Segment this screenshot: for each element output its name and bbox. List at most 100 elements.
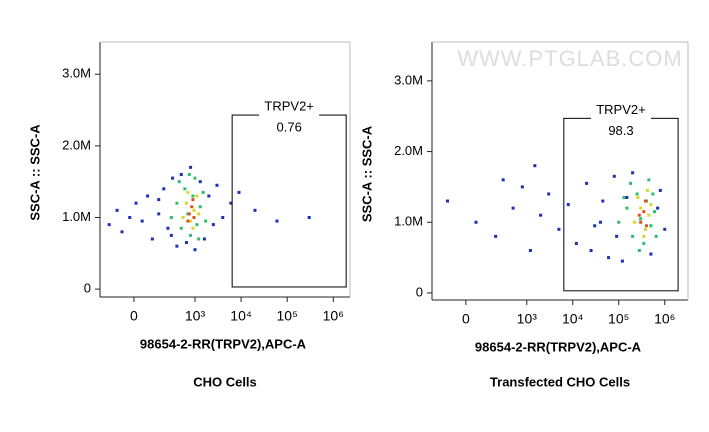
event-point [658, 188, 662, 192]
event-point [215, 183, 219, 187]
event-point [211, 223, 215, 227]
y-tick-label: 1.0M [394, 214, 423, 229]
event-point [189, 233, 193, 237]
event-point [175, 244, 179, 248]
event-point [307, 215, 311, 219]
event-point [204, 219, 208, 223]
event-point [186, 190, 190, 194]
event-point [162, 187, 166, 191]
event-point [617, 220, 621, 224]
event-point [192, 215, 196, 219]
y-tick-label: 0 [416, 284, 423, 299]
event-point [628, 181, 632, 185]
event-point [607, 256, 611, 260]
event-point [184, 241, 188, 245]
x-tick-label: 10⁵ [608, 311, 629, 327]
gate-value: 0.76 [277, 119, 302, 134]
event-point [601, 199, 605, 203]
event-point [191, 198, 195, 202]
event-point [474, 220, 478, 224]
event-point [189, 165, 193, 169]
event-point [140, 219, 144, 223]
event-point [198, 180, 202, 184]
event-point [653, 210, 657, 214]
event-point [197, 212, 201, 216]
event-point [639, 217, 643, 221]
y-axis-label: SSC-A :: SSC-A [27, 124, 42, 221]
event-point [625, 206, 629, 210]
gate-name: TRPV2+ [264, 98, 314, 113]
event-point [636, 196, 640, 200]
x-tick-label: 10⁶ [323, 308, 344, 324]
event-point [647, 213, 651, 217]
event-point [557, 227, 561, 231]
event-point [175, 201, 179, 205]
event-point [193, 176, 197, 180]
event-point [620, 259, 624, 263]
event-point [171, 176, 175, 180]
x-tick-label: 10⁴ [230, 308, 252, 324]
event-point [631, 171, 635, 175]
event-point [120, 230, 124, 234]
event-point [183, 187, 187, 191]
y-tick-label: 3.0M [394, 72, 423, 87]
event-point [169, 215, 173, 219]
event-point [598, 220, 602, 224]
event-point [585, 181, 589, 185]
x-tick-label: 10³ [185, 308, 206, 324]
x-tick-label: 0 [130, 308, 138, 324]
caption: Transfected CHO Cells [490, 374, 630, 389]
event-point [179, 226, 183, 230]
event-point [637, 249, 641, 253]
event-point [191, 226, 195, 230]
event-point [633, 220, 637, 224]
event-point [635, 192, 639, 196]
event-point [643, 199, 647, 203]
event-point [192, 208, 196, 212]
event-point [186, 219, 190, 223]
event-point [547, 192, 551, 196]
event-point [533, 164, 537, 168]
event-point [134, 201, 138, 205]
event-point [625, 196, 629, 200]
event-point [494, 234, 498, 238]
event-point [202, 237, 206, 241]
caption: CHO Cells [193, 374, 257, 389]
event-point [237, 190, 241, 194]
event-point [128, 215, 132, 219]
event-point [539, 213, 543, 217]
event-point [169, 233, 173, 237]
event-point [253, 208, 257, 212]
event-point [663, 227, 667, 231]
event-point [642, 241, 646, 245]
y-tick-label: 3.0M [62, 66, 91, 81]
event-point [520, 185, 524, 189]
event-point [642, 210, 646, 214]
event-point [150, 237, 154, 241]
event-point [649, 224, 653, 228]
x-tick-label: 10⁴ [562, 311, 584, 327]
event-point [195, 194, 199, 198]
event-point [593, 224, 597, 228]
event-point [446, 199, 450, 203]
event-point [656, 206, 660, 210]
event-point [589, 249, 593, 253]
event-point [651, 192, 655, 196]
event-point [201, 190, 205, 194]
x-axis-label: 98654-2-RR(TRPV2),APC-A [475, 339, 642, 354]
event-point [647, 178, 651, 182]
gate-name: TRPV2+ [596, 102, 646, 117]
event-point [501, 178, 505, 182]
event-point [207, 194, 211, 198]
event-point [181, 215, 185, 219]
event-point [528, 249, 532, 253]
y-tick-label: 2.0M [394, 143, 423, 158]
event-point [649, 203, 653, 207]
event-point [639, 220, 643, 224]
event-point [146, 194, 150, 198]
x-tick-label: 10³ [517, 311, 538, 327]
event-point [654, 234, 658, 238]
event-point [157, 198, 161, 202]
event-point [637, 213, 641, 217]
